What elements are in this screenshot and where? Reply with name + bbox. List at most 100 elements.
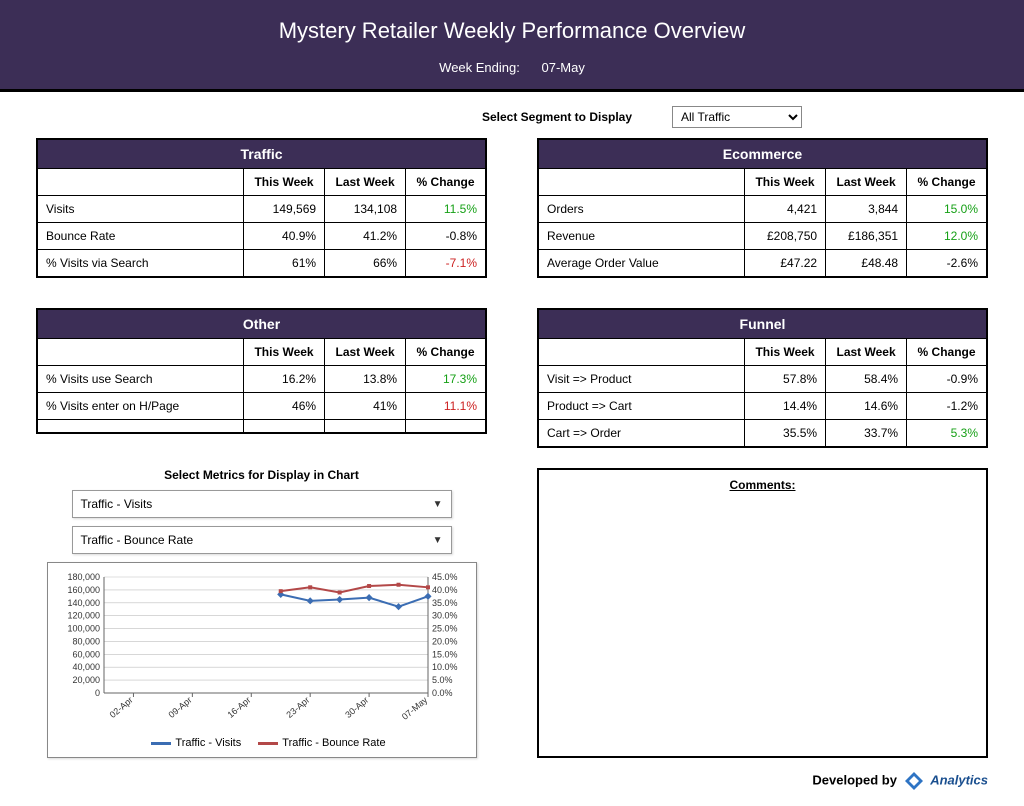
svg-text:5.0%: 5.0% [432, 675, 453, 685]
metric-last: 134,108 [325, 196, 406, 223]
svg-text:60,000: 60,000 [72, 649, 100, 659]
metric-last: 41% [325, 393, 406, 420]
table-title: Ecommerce [538, 139, 987, 169]
funnel-table: FunnelThis WeekLast Week% ChangeVisit =>… [537, 308, 988, 448]
table-row [37, 420, 486, 434]
col-this-week: This Week [244, 339, 325, 366]
svg-text:40.0%: 40.0% [432, 585, 458, 595]
metric-last: 14.6% [826, 393, 907, 420]
table-row: % Visits via Search61%66%-7.1% [37, 250, 486, 278]
legend-label-visits: Traffic - Visits [175, 737, 241, 749]
metric-change: 11.5% [406, 196, 486, 223]
svg-text:45.0%: 45.0% [432, 572, 458, 582]
metrics-grid: TrafficThis WeekLast Week% ChangeVisits1… [0, 138, 1024, 458]
page-header: Mystery Retailer Weekly Performance Over… [0, 0, 1024, 92]
col-this-week: This Week [244, 169, 325, 196]
week-ending-line: Week Ending: 07-May [0, 60, 1024, 75]
metric-this: £47.22 [745, 250, 826, 278]
metric1-select[interactable]: Traffic - Visits ▼ [72, 490, 452, 518]
col-last-week: Last Week [325, 169, 406, 196]
metric-label: Visits [37, 196, 244, 223]
analytics-logo-icon [903, 770, 925, 792]
col-this-week: This Week [745, 339, 826, 366]
metric-last: 13.8% [325, 366, 406, 393]
svg-text:30.0%: 30.0% [432, 611, 458, 621]
svg-text:16-Apr: 16-Apr [225, 695, 252, 720]
svg-text:0.0%: 0.0% [432, 688, 453, 698]
metric-this: 57.8% [745, 366, 826, 393]
metric-change: 17.3% [406, 366, 486, 393]
table-title: Other [37, 309, 486, 339]
table-row: % Visits use Search16.2%13.8%17.3% [37, 366, 486, 393]
table-row: Visits149,569134,10811.5% [37, 196, 486, 223]
col-last-week: Last Week [325, 339, 406, 366]
chart-container: 00.0%20,0005.0%40,00010.0%60,00015.0%80,… [47, 562, 477, 758]
metric2-select[interactable]: Traffic - Bounce Rate ▼ [72, 526, 452, 554]
metric-label: % Visits via Search [37, 250, 244, 278]
svg-text:10.0%: 10.0% [432, 662, 458, 672]
metric-this: 35.5% [745, 420, 826, 448]
col-change: % Change [907, 339, 987, 366]
metric-last: 66% [325, 250, 406, 278]
metric-this: 4,421 [745, 196, 826, 223]
metric-last: 58.4% [826, 366, 907, 393]
metric-label: Orders [538, 196, 745, 223]
chart-controls-title: Select Metrics for Display in Chart [36, 468, 487, 482]
table-title: Funnel [538, 309, 987, 339]
metric-change: 5.3% [907, 420, 987, 448]
traffic-panel: TrafficThis WeekLast Week% ChangeVisits1… [36, 138, 487, 278]
comments-section: Comments: [537, 468, 988, 758]
metric-change [406, 420, 486, 434]
svg-text:30-Apr: 30-Apr [343, 695, 370, 720]
metric-label: % Visits enter on H/Page [37, 393, 244, 420]
chevron-down-icon: ▼ [433, 499, 443, 510]
ecommerce-panel: EcommerceThis WeekLast Week% ChangeOrder… [537, 138, 988, 278]
table-row: Average Order Value£47.22£48.48-2.6% [538, 250, 987, 278]
col-change: % Change [907, 169, 987, 196]
metric-label: Bounce Rate [37, 223, 244, 250]
funnel-panel: FunnelThis WeekLast Week% ChangeVisit =>… [537, 308, 988, 448]
svg-text:80,000: 80,000 [72, 636, 100, 646]
chart-legend: Traffic - Visits Traffic - Bounce Rate [56, 731, 468, 749]
col-this-week: This Week [745, 169, 826, 196]
performance-chart: 00.0%20,0005.0%40,00010.0%60,00015.0%80,… [56, 571, 470, 731]
metric-change: 15.0% [907, 196, 987, 223]
metric-label: Average Order Value [538, 250, 745, 278]
table-row: Visit => Product57.8%58.4%-0.9% [538, 366, 987, 393]
traffic-table: TrafficThis WeekLast Week% ChangeVisits1… [36, 138, 487, 278]
segment-label: Select Segment to Display [482, 110, 632, 124]
svg-text:23-Apr: 23-Apr [284, 695, 311, 720]
table-row: Bounce Rate40.9%41.2%-0.8% [37, 223, 486, 250]
footer-brand: Analytics [930, 772, 988, 787]
segment-select[interactable]: All Traffic [672, 106, 802, 128]
metric-last: £48.48 [826, 250, 907, 278]
table-row: Revenue£208,750£186,35112.0% [538, 223, 987, 250]
metric-label: Revenue [538, 223, 745, 250]
col-last-week: Last Week [826, 339, 907, 366]
metric-this: 16.2% [244, 366, 325, 393]
svg-text:09-Apr: 09-Apr [166, 695, 193, 720]
other-table: OtherThis WeekLast Week% Change% Visits … [36, 308, 487, 434]
metric-this: 46% [244, 393, 325, 420]
metric-this [244, 420, 325, 434]
table-row: Orders4,4213,84415.0% [538, 196, 987, 223]
svg-text:120,000: 120,000 [67, 611, 100, 621]
lower-section: Select Metrics for Display in Chart Traf… [0, 458, 1024, 758]
svg-text:0: 0 [94, 688, 99, 698]
metric-this: 40.9% [244, 223, 325, 250]
metric2-value: Traffic - Bounce Rate [81, 533, 194, 547]
metric-label [37, 420, 244, 434]
svg-text:180,000: 180,000 [67, 572, 100, 582]
metric-last: 41.2% [325, 223, 406, 250]
svg-text:25.0%: 25.0% [432, 624, 458, 634]
metric-label: Visit => Product [538, 366, 745, 393]
metric1-value: Traffic - Visits [81, 497, 153, 511]
chevron-down-icon: ▼ [433, 535, 443, 546]
metric-last [325, 420, 406, 434]
chart-section: Select Metrics for Display in Chart Traf… [36, 468, 487, 758]
svg-text:100,000: 100,000 [67, 624, 100, 634]
metric-change: -1.2% [907, 393, 987, 420]
comments-box[interactable]: Comments: [537, 468, 988, 758]
metric-change: -2.6% [907, 250, 987, 278]
svg-text:40,000: 40,000 [72, 662, 100, 672]
